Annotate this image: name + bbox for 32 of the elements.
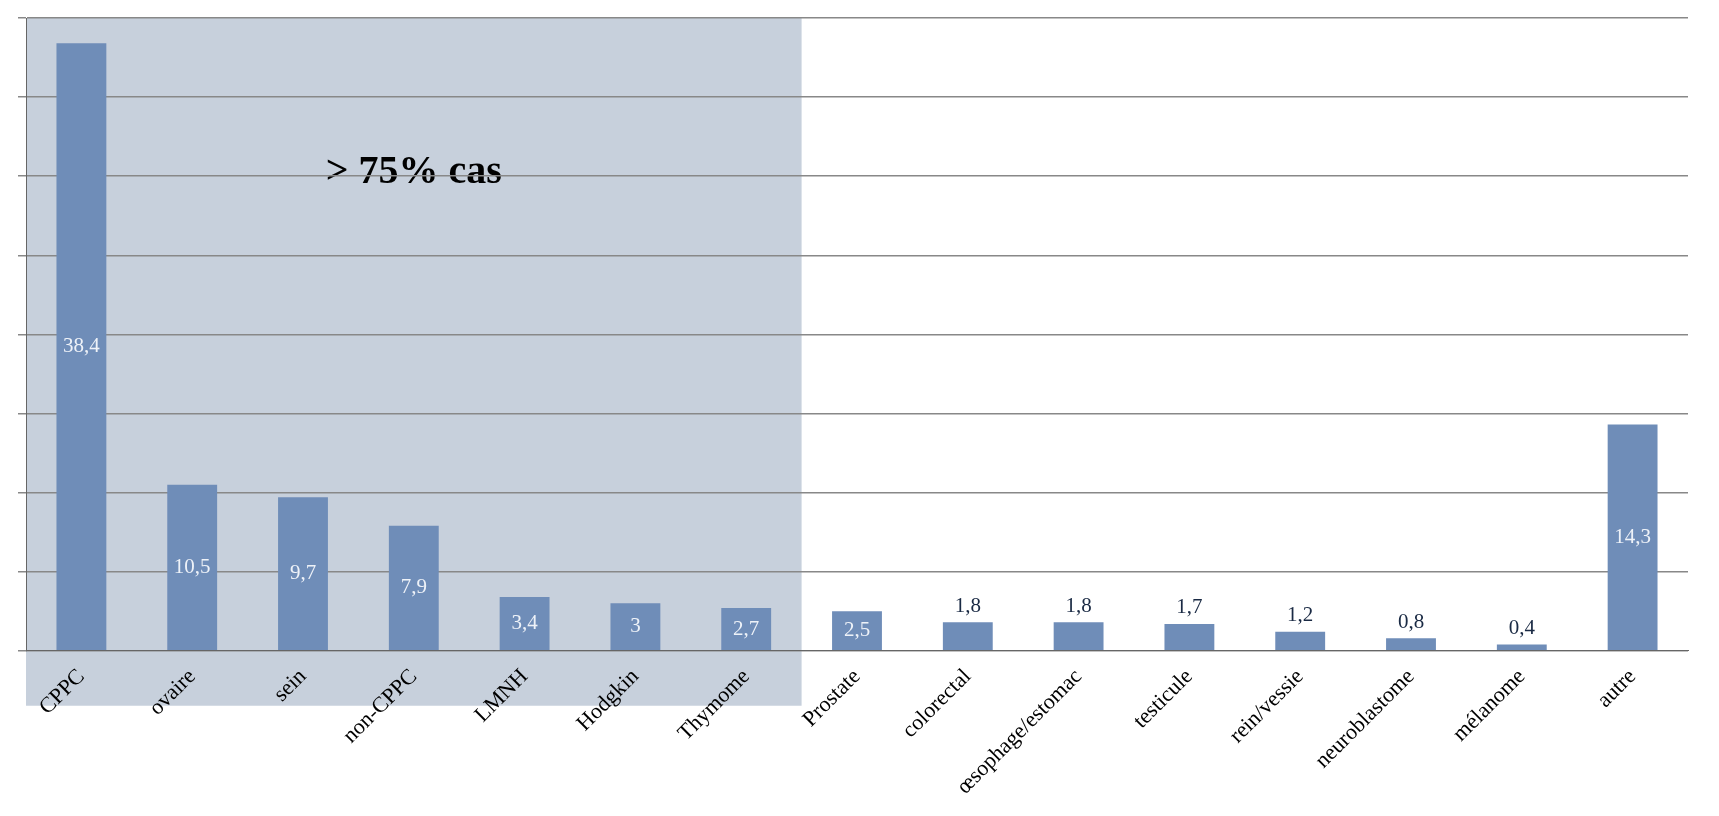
bar	[1164, 623, 1215, 651]
data-label: 1,8	[954, 592, 981, 617]
data-label: 38,4	[63, 333, 101, 358]
data-label: 1,8	[1065, 592, 1092, 617]
bar	[942, 622, 993, 651]
bar	[1275, 631, 1326, 651]
data-label: 0,4	[1508, 615, 1536, 640]
data-label: 0,8	[1397, 608, 1425, 633]
data-label: 3,4	[511, 610, 539, 635]
data-label: 9,7	[289, 560, 317, 585]
data-label: 2,7	[733, 615, 760, 640]
data-label: 7,9	[400, 574, 427, 599]
data-label: 1,2	[1287, 602, 1314, 627]
bar	[1386, 638, 1436, 651]
data-label: 1,7	[1176, 594, 1203, 619]
data-label: 14,3	[1614, 523, 1651, 548]
bar	[832, 611, 882, 651]
bar	[1053, 622, 1104, 651]
data-label: 3	[630, 613, 641, 638]
bar	[167, 484, 218, 651]
bar	[388, 525, 439, 651]
bar	[1607, 424, 1658, 651]
bar	[1496, 644, 1547, 651]
data-label: 10,5	[173, 553, 211, 578]
bar	[56, 43, 107, 651]
x-tick-label: autre	[1591, 663, 1641, 712]
bar	[721, 608, 772, 651]
bar	[610, 603, 661, 651]
data-label: 2,5	[843, 617, 871, 642]
x-tick-label: sein	[267, 663, 311, 706]
bar	[278, 497, 328, 651]
bar	[499, 597, 550, 651]
